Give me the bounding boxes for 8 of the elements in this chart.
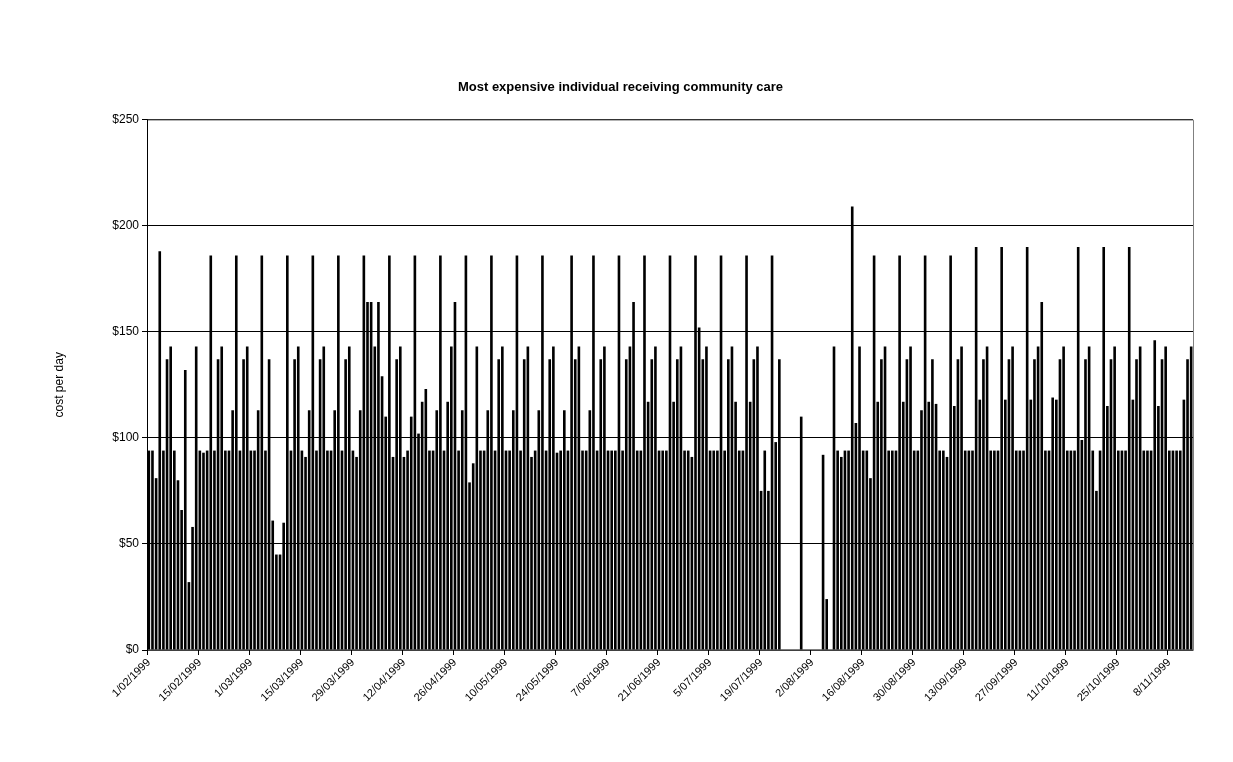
y-tick-label: $50 xyxy=(118,536,140,551)
y-tick-label: $100 xyxy=(112,430,140,445)
y-tick-label: $150 xyxy=(112,324,140,339)
y-tick-label: $250 xyxy=(112,111,140,126)
y-tick-label: $200 xyxy=(112,217,140,232)
y-tick-label: $0 xyxy=(125,642,140,657)
chart-title: Most expensive individual receiving community care xyxy=(457,79,784,95)
y-axis-title: cost per day xyxy=(51,352,66,418)
